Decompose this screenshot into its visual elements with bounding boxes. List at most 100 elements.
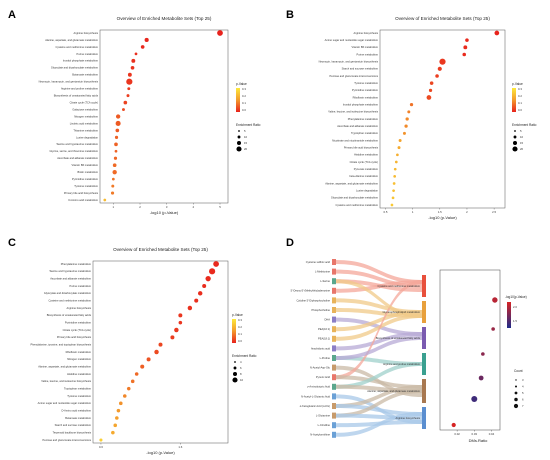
size-legend-tick: 10 xyxy=(244,135,248,139)
sankey-link xyxy=(336,298,422,314)
size-legend-title: Count xyxy=(514,369,523,373)
data-point xyxy=(426,95,432,100)
data-point xyxy=(112,169,117,175)
metabolite-node xyxy=(332,335,336,342)
data-point xyxy=(492,297,498,303)
metabolite-node xyxy=(332,287,336,294)
chart-title: Overview of Enriched Metabolite Sets (To… xyxy=(395,16,490,21)
metabolite-node xyxy=(332,364,336,371)
y-tick-label: Biosynthesis of unsaturated fatty acids xyxy=(47,313,92,317)
data-point xyxy=(115,120,121,126)
y-tick-label: Alanine, aspartate, and glutamate metabo… xyxy=(45,38,98,42)
data-point xyxy=(114,142,118,147)
y-tick-label: Starch and sucrose metabolism xyxy=(55,423,91,427)
metabolite-label: Arachidonic acid xyxy=(311,346,331,350)
y-tick-label: Ascorbate and aldarate metabolism xyxy=(50,277,91,281)
metabolite-node xyxy=(332,259,336,265)
y-tick-label: beta-Alanine metabolism xyxy=(349,174,378,178)
panel-letter: D xyxy=(286,237,294,249)
y-tick-label: Histidine metabolism xyxy=(67,372,91,376)
data-point xyxy=(391,196,395,200)
data-point xyxy=(178,313,183,318)
y-tick-label: Inositol phosphate metabolism xyxy=(343,103,378,107)
panel-c: C Overview of Enriched Metabolite Sets (T… xyxy=(8,237,257,455)
color-legend-tick: 0.0 xyxy=(242,108,246,112)
panel-b: B Overview of Enriched Metabolite Sets (T… xyxy=(286,9,537,220)
color-legend-tick: 0.2 xyxy=(238,325,242,329)
x-tick-label: 0.04 xyxy=(489,432,495,436)
data-point xyxy=(126,386,131,391)
metabolite-label: Cytidine 5'-Diphosphocholine xyxy=(296,298,330,302)
x-tick-label: 5 xyxy=(219,205,221,209)
data-point xyxy=(451,422,456,428)
x-tick-label: 2 xyxy=(466,210,468,214)
metabolite-label: L-Methionine xyxy=(315,270,331,274)
data-point xyxy=(111,184,115,188)
size-legend-tick: 4 xyxy=(240,360,242,364)
y-tick-label: Thiamine metabolism xyxy=(73,128,98,132)
y-tick-label: Glyoxylate and dicarboxylate metabolism xyxy=(331,196,378,200)
metabolite-label: N-Acetylornithine xyxy=(310,433,330,437)
data-point xyxy=(130,379,135,384)
size-legend-tick: 5 xyxy=(520,129,522,133)
data-point xyxy=(462,52,467,57)
data-point xyxy=(407,110,411,114)
data-point xyxy=(110,191,115,195)
data-point xyxy=(115,114,121,119)
data-point xyxy=(112,163,117,168)
data-point xyxy=(404,124,408,128)
data-point xyxy=(393,167,397,171)
x-tick-label: 2 xyxy=(139,205,141,209)
size-legend-tick: 6 xyxy=(240,366,242,370)
data-point xyxy=(113,423,118,428)
y-tick-label: Citrate cycle (TCA cycle) xyxy=(350,160,379,164)
color-legend-tick: 0.1 xyxy=(518,101,522,105)
sankey-link xyxy=(336,375,422,389)
y-tick-label: Lysine degradation xyxy=(76,135,98,139)
pathway-node xyxy=(422,327,426,349)
x-tick-label: 1 xyxy=(412,210,414,214)
sankey-link xyxy=(336,412,422,437)
data-point xyxy=(126,78,133,85)
y-tick-label: Lysine degradation xyxy=(356,189,378,193)
sankey-link xyxy=(336,260,422,284)
metabolite-label: Cysteine sulfinic acid xyxy=(306,260,331,264)
y-tick-label: Pentose and glucuronate interconversions xyxy=(330,74,379,78)
y-tick-label: Taurine and hypotaurine metabolism xyxy=(49,269,91,273)
metabolite-node xyxy=(332,268,336,275)
data-point xyxy=(140,364,145,369)
size-legend-dot xyxy=(513,135,517,139)
y-tick-label: Tryptophan metabolism xyxy=(351,131,378,135)
pathway-label: Glycerophospholipid metabolism xyxy=(383,310,420,314)
y-tick-label: D-Amino acid metabolism xyxy=(68,198,98,202)
x-tick-label: 0.6 xyxy=(99,445,103,449)
y-tick-label: Cysteine and methionine metabolism xyxy=(48,299,91,303)
data-point xyxy=(114,149,118,153)
plot-frame xyxy=(439,269,501,431)
data-point xyxy=(113,156,118,160)
y-tick-label: Primary bile acid biosynthesis xyxy=(344,146,379,150)
y-tick-label: Arginine biosynthesis xyxy=(66,306,91,310)
size-legend-tick: 8 xyxy=(240,372,242,376)
data-point xyxy=(429,81,434,85)
data-point xyxy=(126,94,130,98)
color-legend-tick: 0.1 xyxy=(242,101,246,105)
y-tick-label: Histidine metabolism xyxy=(354,153,378,157)
y-tick-label: Cysteine and methionine metabolism xyxy=(55,45,98,49)
chart-title: Overview of Enriched Metabolite Sets (To… xyxy=(117,16,212,21)
data-point xyxy=(478,375,484,381)
x-tick-label: 0.5 xyxy=(383,210,387,214)
color-legend-tick: 1.5 xyxy=(513,319,517,323)
size-legend-tick: 10 xyxy=(240,378,244,382)
x-axis-label: DMs.Ratio xyxy=(469,438,488,443)
data-point xyxy=(134,372,139,376)
size-legend-dot xyxy=(514,397,518,402)
chart-title: Overview of Enriched Metabolite Sets (To… xyxy=(113,247,208,252)
data-point xyxy=(392,189,395,193)
y-tick-label: Tyrosine metabolism xyxy=(67,394,91,398)
metabolite-label: L-Serine xyxy=(320,279,330,283)
data-point xyxy=(217,30,223,36)
data-point xyxy=(405,117,409,121)
data-point xyxy=(465,38,469,42)
color-legend-bar xyxy=(512,88,516,112)
